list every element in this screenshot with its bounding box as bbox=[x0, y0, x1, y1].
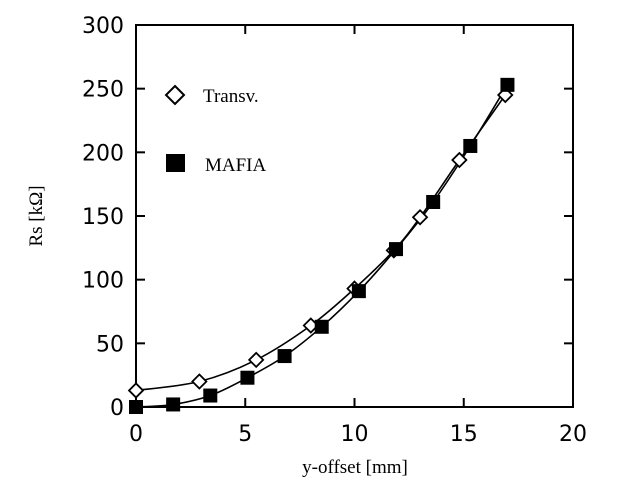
x-tick-label: 0 bbox=[129, 422, 143, 447]
y-tick-label: 200 bbox=[82, 141, 124, 166]
series-line-mafia bbox=[135, 84, 509, 408]
series-markers bbox=[127, 77, 515, 414]
axis-ticks bbox=[136, 25, 573, 407]
legend-item-mafia: MAFIA bbox=[166, 154, 267, 176]
legend: Transv. MAFIA bbox=[164, 84, 267, 176]
data-point-mafia bbox=[426, 194, 441, 209]
y-tick-label: 50 bbox=[96, 332, 124, 357]
data-point-mafia bbox=[314, 319, 329, 334]
legend-label-transv: Transv. bbox=[203, 86, 259, 107]
data-point-transv bbox=[496, 86, 514, 104]
data-point-transv bbox=[191, 373, 208, 390]
x-tick-labels: 0 5 10 15 20 bbox=[129, 422, 587, 447]
data-point-transv bbox=[247, 351, 265, 369]
x-tick-label: 20 bbox=[559, 422, 587, 447]
series-layer bbox=[127, 77, 515, 414]
x-tick-label: 15 bbox=[450, 422, 478, 447]
legend-item-transv: Transv. bbox=[164, 84, 259, 107]
legend-label-mafia: MAFIA bbox=[205, 155, 267, 176]
data-point-mafia bbox=[129, 400, 143, 414]
data-point-mafia bbox=[389, 242, 404, 257]
data-point-transv bbox=[127, 382, 145, 399]
data-point-transv bbox=[451, 151, 468, 169]
y-tick-label: 250 bbox=[82, 78, 124, 103]
y-tick-labels: 0 50 100 150 200 250 300 bbox=[82, 14, 124, 421]
series-line-transv bbox=[135, 94, 506, 392]
series-lines bbox=[135, 84, 509, 408]
data-point-mafia bbox=[463, 138, 478, 153]
data-point-mafia bbox=[166, 397, 181, 412]
y-axis-title: Rs [kΩ] bbox=[26, 185, 47, 246]
y-tick-label: 150 bbox=[82, 205, 124, 230]
x-axis-title: y-offset [mm] bbox=[302, 457, 408, 478]
x-tick-label: 10 bbox=[341, 422, 369, 447]
data-point-transv bbox=[411, 209, 429, 226]
data-point-mafia bbox=[203, 388, 218, 403]
legend-diamond-marker bbox=[164, 84, 186, 106]
y-tick-label: 300 bbox=[82, 14, 124, 39]
data-point-mafia bbox=[277, 349, 292, 364]
data-point-mafia bbox=[240, 370, 255, 385]
x-tick-label: 5 bbox=[238, 422, 252, 447]
data-point-mafia bbox=[500, 77, 515, 92]
data-point-mafia bbox=[351, 284, 366, 299]
y-tick-label: 100 bbox=[82, 269, 124, 294]
y-tick-label: 0 bbox=[110, 396, 124, 421]
legend-square-marker bbox=[166, 154, 185, 172]
